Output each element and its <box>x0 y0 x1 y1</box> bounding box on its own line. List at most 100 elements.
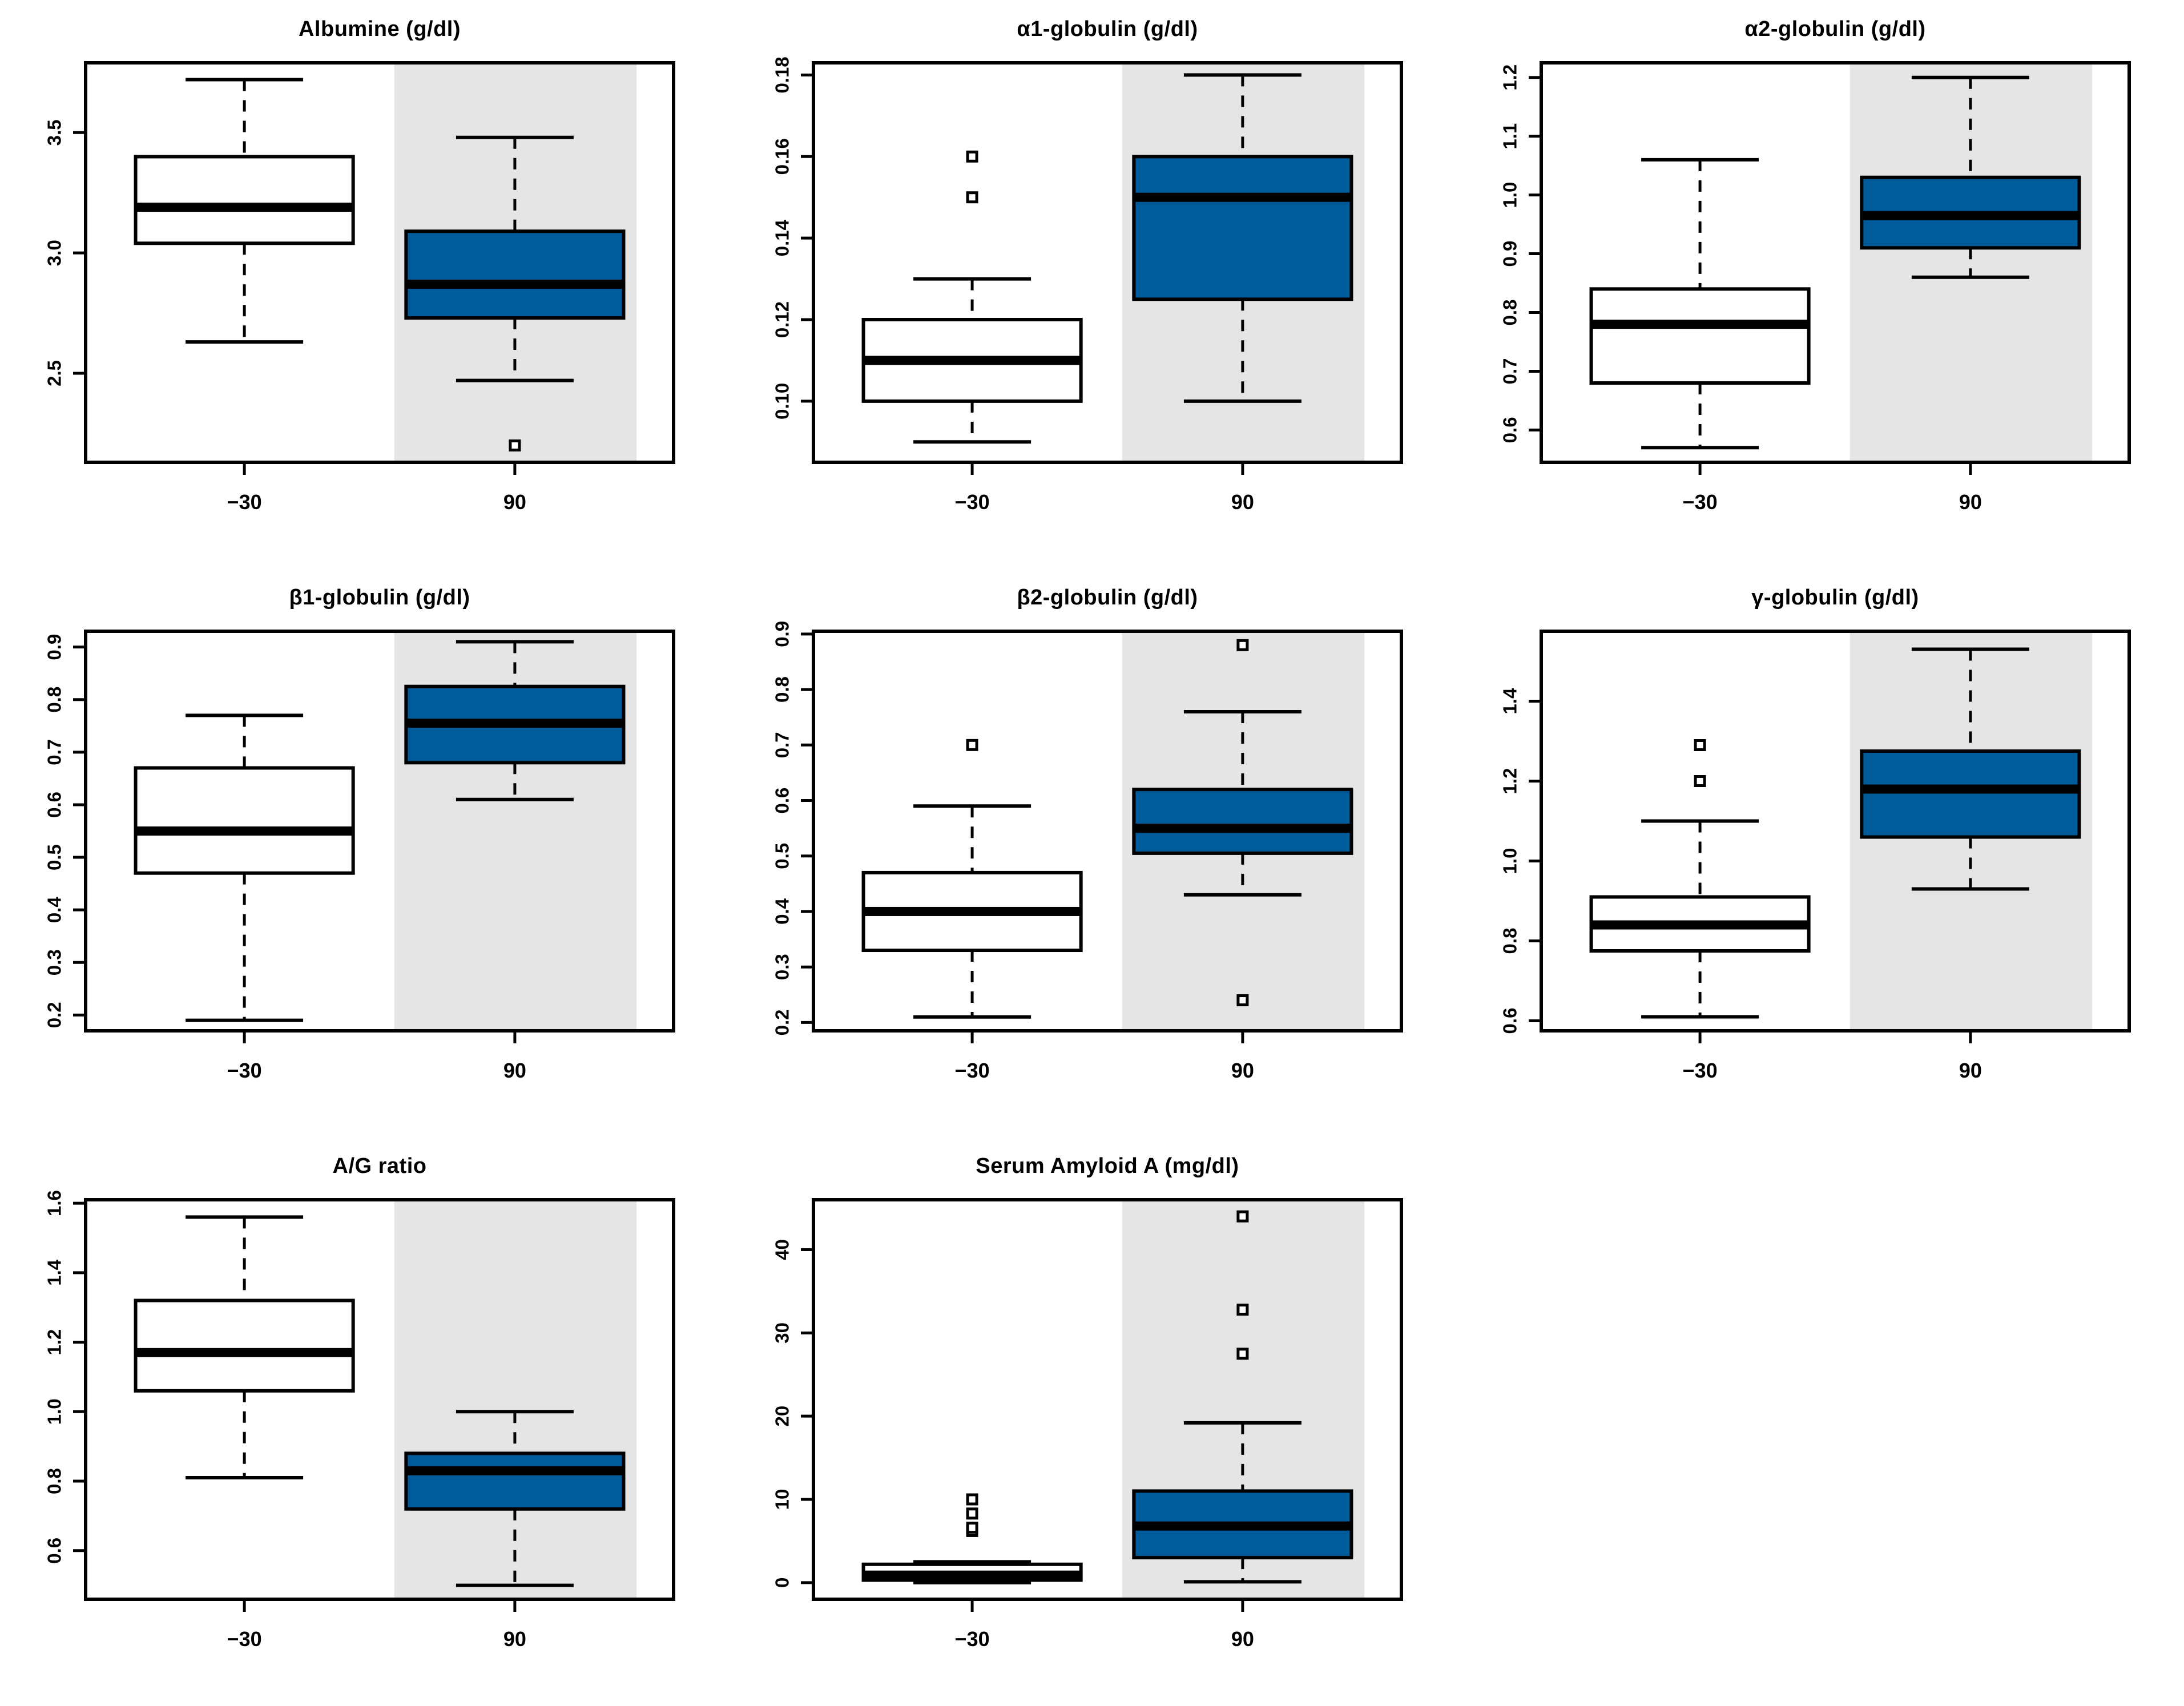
plot-border <box>1540 630 2131 1033</box>
x-axis-tick-label: −30 <box>1683 490 1718 514</box>
y-axis-tick-label: 0.6 <box>44 1538 65 1564</box>
outlier-point <box>966 739 978 751</box>
x-axis-tick-label: −30 <box>955 490 990 514</box>
plot-border <box>84 1198 675 1601</box>
plot-border <box>812 630 1403 1033</box>
median-line <box>135 1348 353 1357</box>
median-line <box>406 1466 624 1475</box>
chart-panel-2: α1-globulin (g/dl) 0.10 0.12 0.14 0.16 0.18 −… <box>728 0 1456 568</box>
y-axis-tick-label: 0.6 <box>1500 417 1521 443</box>
y-axis-tick-label: 1.6 <box>44 1190 65 1216</box>
x-axis-tick-label: 90 <box>1231 490 1254 514</box>
chart-panel-1: Albumine (g/dl) 2.5 3.0 3.5 −30 90 <box>0 0 728 568</box>
boxplot-canvas: 0.6 0.7 0.8 0.9 1.0 1.1 1.2 −30 90 <box>1500 61 2131 514</box>
panel-title: α1-globulin (g/dl) <box>1017 17 1198 41</box>
y-axis-tick-label: 1.2 <box>44 1329 65 1356</box>
x-axis-tick-label: 90 <box>503 1627 526 1651</box>
y-axis-tick-label: 1.0 <box>44 1398 65 1425</box>
x-axis-tick-label: 90 <box>1959 490 1982 514</box>
iqr-box <box>404 229 626 320</box>
x-axis-tick-label: −30 <box>1683 1059 1718 1082</box>
y-axis-tick-label: 0.9 <box>44 634 65 660</box>
iqr-box <box>134 766 355 875</box>
outlier-point <box>966 1507 978 1520</box>
y-axis-tick-label: 0.7 <box>772 732 793 758</box>
median-line <box>1861 211 2080 220</box>
y-axis-tick-label: 1.4 <box>44 1259 65 1286</box>
y-axis-tick-label: 0.5 <box>44 844 65 870</box>
y-axis-tick-label: 1.1 <box>1500 123 1521 150</box>
y-axis-tick-label: 1.4 <box>1500 688 1521 715</box>
x-axis-tick-label: −30 <box>227 1627 262 1651</box>
empty-cell <box>1456 1137 2183 1705</box>
plot-border <box>812 1198 1403 1601</box>
y-axis-tick-label: 3.5 <box>44 119 65 146</box>
boxplot-canvas: 0.6 0.8 1.0 1.2 1.4 1.6 −30 90 <box>44 1190 675 1651</box>
boxplot-canvas: 0.2 0.3 0.4 0.5 0.6 0.7 0.8 0.9 −30 90 <box>772 621 1403 1082</box>
panel-title: α2-globulin (g/dl) <box>1744 17 1926 41</box>
y-axis-tick-label: 0.9 <box>772 621 793 647</box>
chart-panel-5: β2-globulin (g/dl) 0.2 0.3 0.4 0.5 0.6 0.7 0.8… <box>728 568 1456 1137</box>
iqr-box <box>1589 287 1811 385</box>
y-axis-tick-label: 0.8 <box>44 1468 65 1494</box>
outlier-point <box>1694 739 1706 751</box>
iqr-box <box>134 155 355 245</box>
median-line <box>1591 920 1809 930</box>
plot-border <box>84 61 675 464</box>
x-axis-tick-label: −30 <box>955 1627 990 1651</box>
outlier-point <box>1236 639 1249 651</box>
median-line <box>135 203 353 212</box>
y-axis-tick-label: 0.12 <box>772 301 793 338</box>
plot-border <box>84 630 675 1033</box>
chart-panel-7: A/G ratio 0.6 0.8 1.0 1.2 1.4 1.6 −30 90 <box>0 1137 728 1705</box>
x-axis-tick-label: −30 <box>227 490 262 514</box>
y-axis-tick-label: 0.6 <box>772 788 793 814</box>
outlier-point <box>1236 994 1249 1007</box>
panel-title: Albumine (g/dl) <box>298 17 461 41</box>
y-axis-tick-label: 1.0 <box>1500 848 1521 874</box>
y-axis-tick-label: 0.6 <box>1500 1008 1521 1034</box>
y-axis-tick-label: 1.2 <box>1500 768 1521 794</box>
x-axis-tick-label: −30 <box>955 1059 990 1082</box>
y-axis-tick-label: 0.14 <box>772 219 793 256</box>
iqr-box <box>1132 155 1353 301</box>
y-axis-tick-label: 0.2 <box>44 1002 65 1028</box>
x-axis-tick-label: 90 <box>1959 1059 1982 1082</box>
y-axis-tick-label: 1.2 <box>1500 64 1521 91</box>
chart-panel-4: β1-globulin (g/dl) 0.2 0.3 0.4 0.5 0.6 0.7 0.8… <box>0 568 728 1137</box>
outlier-point <box>1236 1304 1249 1316</box>
median-line <box>863 906 1081 916</box>
y-axis-tick-label: 2.5 <box>44 360 65 386</box>
outlier-point <box>1236 1210 1249 1223</box>
y-axis-tick-label: 0.7 <box>44 739 65 765</box>
median-line <box>406 279 624 289</box>
outlier-point <box>966 150 978 163</box>
iqr-box <box>1132 788 1353 855</box>
boxplot-canvas: 0.10 0.12 0.14 0.16 0.18 −30 90 <box>772 57 1403 514</box>
y-axis-tick-label: 0.5 <box>772 843 793 869</box>
y-axis-tick-label: 40 <box>772 1239 793 1260</box>
chart-panel-6: γ-globulin (g/dl) 0.6 0.8 1.0 1.2 1.4 −30 90 <box>1456 568 2183 1137</box>
boxplot-canvas: 0 10 20 30 40 −30 90 <box>772 1198 1403 1651</box>
y-axis-tick-label: 0.2 <box>772 1009 793 1035</box>
median-line <box>406 719 624 728</box>
outlier-point <box>1694 775 1706 787</box>
median-line <box>1134 192 1352 202</box>
outlier-point <box>509 439 521 451</box>
median-line <box>135 826 353 836</box>
iqr-box <box>1860 749 2081 839</box>
median-line <box>1591 320 1809 329</box>
y-axis-tick-label: 0.6 <box>44 792 65 818</box>
panel-title: β1-globulin (g/dl) <box>289 586 470 610</box>
x-axis-tick-label: 90 <box>503 1059 526 1082</box>
outlier-point <box>966 191 978 204</box>
median-line <box>1861 784 2080 794</box>
y-axis-tick-label: 0.16 <box>772 138 793 175</box>
panel-title: β2-globulin (g/dl) <box>1017 586 1198 610</box>
chart-panel-8: Serum Amyloid A (mg/dl) 0 10 20 30 40 −30 90 <box>728 1137 1456 1705</box>
boxplot-canvas: 2.5 3.0 3.5 −30 90 <box>44 61 675 514</box>
x-axis-tick-label: 90 <box>1231 1059 1254 1082</box>
median-line <box>863 1570 1081 1580</box>
plot-border <box>1540 61 2131 464</box>
